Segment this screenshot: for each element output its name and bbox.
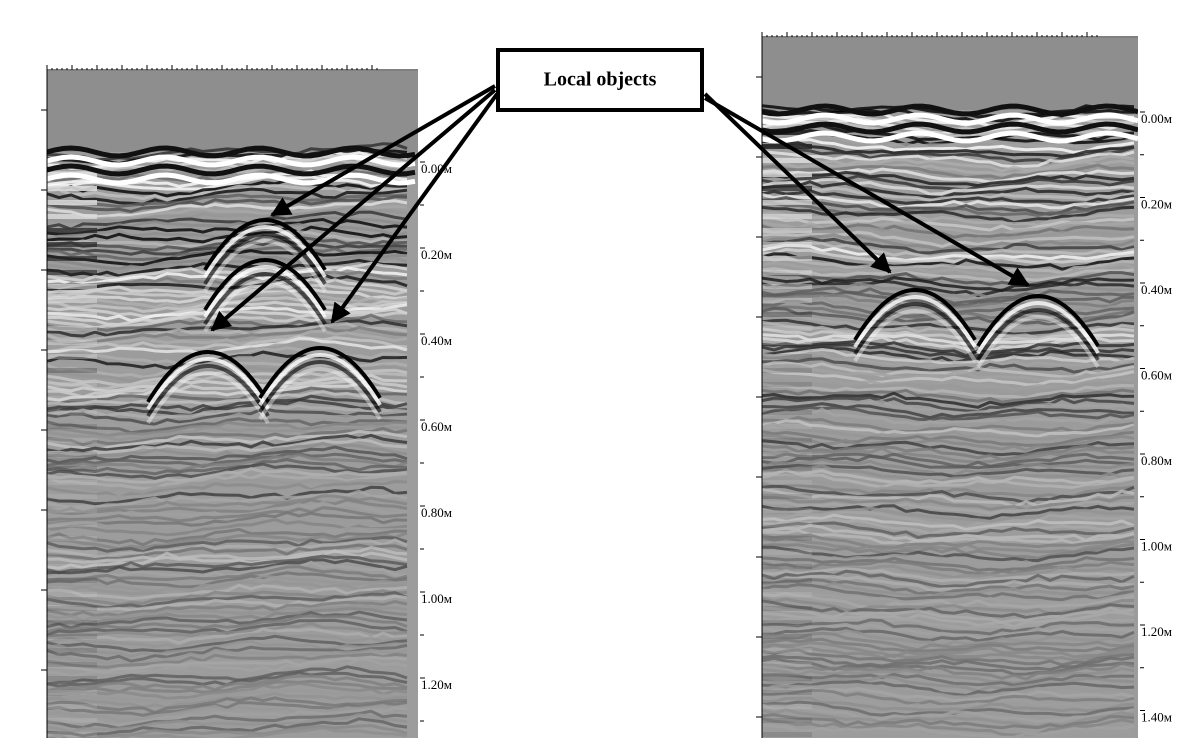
band	[762, 592, 812, 597]
figure: 0.00м0.20м0.40м0.60м0.80м1.00м1.20м0.00м…	[0, 0, 1199, 738]
depth-label: 1.20м	[1141, 624, 1172, 639]
band	[47, 578, 97, 583]
band	[47, 564, 97, 569]
band	[47, 340, 97, 345]
band	[47, 648, 97, 653]
band	[762, 298, 812, 303]
band	[762, 410, 812, 415]
band	[47, 480, 97, 485]
band	[47, 466, 97, 471]
band	[47, 508, 97, 513]
band	[762, 704, 812, 709]
band	[47, 326, 97, 331]
band	[762, 466, 812, 471]
band	[47, 690, 97, 695]
band	[762, 620, 812, 625]
band	[47, 368, 97, 373]
band	[47, 536, 97, 541]
band	[47, 382, 97, 387]
band	[47, 270, 97, 275]
band	[762, 424, 812, 429]
band	[762, 242, 812, 247]
band	[762, 676, 812, 681]
band	[762, 522, 812, 527]
band	[762, 662, 812, 667]
band	[762, 494, 812, 499]
depth-label: 1.40м	[1141, 709, 1172, 724]
band	[762, 340, 812, 345]
band	[47, 396, 97, 401]
band	[762, 508, 812, 513]
band	[762, 550, 812, 555]
band	[47, 284, 97, 289]
band	[47, 312, 97, 317]
band	[47, 662, 97, 667]
band	[762, 382, 812, 387]
band	[762, 396, 812, 401]
band	[47, 424, 97, 429]
band	[47, 228, 97, 233]
band	[47, 256, 97, 261]
band	[762, 270, 812, 275]
band	[762, 606, 812, 611]
band	[762, 368, 812, 373]
band	[47, 298, 97, 303]
band	[47, 550, 97, 555]
band	[762, 578, 812, 583]
band	[762, 326, 812, 331]
band	[762, 536, 812, 541]
band	[47, 242, 97, 247]
band	[762, 690, 812, 695]
band	[762, 480, 812, 485]
radargram-left	[47, 71, 418, 738]
band	[762, 634, 812, 639]
band	[47, 438, 97, 443]
band	[762, 312, 812, 317]
depth-label: 0.20м	[421, 247, 452, 262]
band	[762, 648, 812, 653]
band	[47, 592, 97, 597]
band	[47, 634, 97, 639]
callout-label: Local objects	[544, 69, 657, 91]
depth-label: 1.00м	[421, 591, 452, 606]
band	[47, 214, 97, 219]
band	[47, 452, 97, 457]
band	[762, 200, 812, 205]
radargram-right	[762, 38, 1138, 738]
band	[47, 200, 97, 205]
depth-label: 0.60м	[421, 419, 452, 434]
band	[762, 452, 812, 457]
band	[47, 704, 97, 709]
band	[47, 606, 97, 611]
depth-label: 0.20м	[1141, 196, 1172, 211]
band	[47, 676, 97, 681]
depth-label: 0.80м	[421, 505, 452, 520]
band	[762, 228, 812, 233]
band	[47, 732, 97, 737]
depth-label: 1.20м	[421, 677, 452, 692]
band	[47, 410, 97, 415]
band	[762, 438, 812, 443]
band	[47, 620, 97, 625]
band	[762, 284, 812, 289]
band	[762, 718, 812, 723]
depth-label: 0.00м	[1141, 111, 1172, 126]
band	[762, 256, 812, 261]
band	[47, 354, 97, 359]
depth-label: 0.40м	[1141, 282, 1172, 297]
depth-label: 0.40м	[421, 333, 452, 348]
depth-label: 1.00м	[1141, 538, 1172, 553]
band	[762, 214, 812, 219]
depth-label: 0.80м	[1141, 453, 1172, 468]
band	[47, 718, 97, 723]
band	[762, 732, 812, 737]
band	[762, 354, 812, 359]
band	[762, 564, 812, 569]
depth-label: 0.60м	[1141, 367, 1172, 382]
band	[47, 494, 97, 499]
band	[47, 522, 97, 527]
band	[47, 186, 97, 191]
